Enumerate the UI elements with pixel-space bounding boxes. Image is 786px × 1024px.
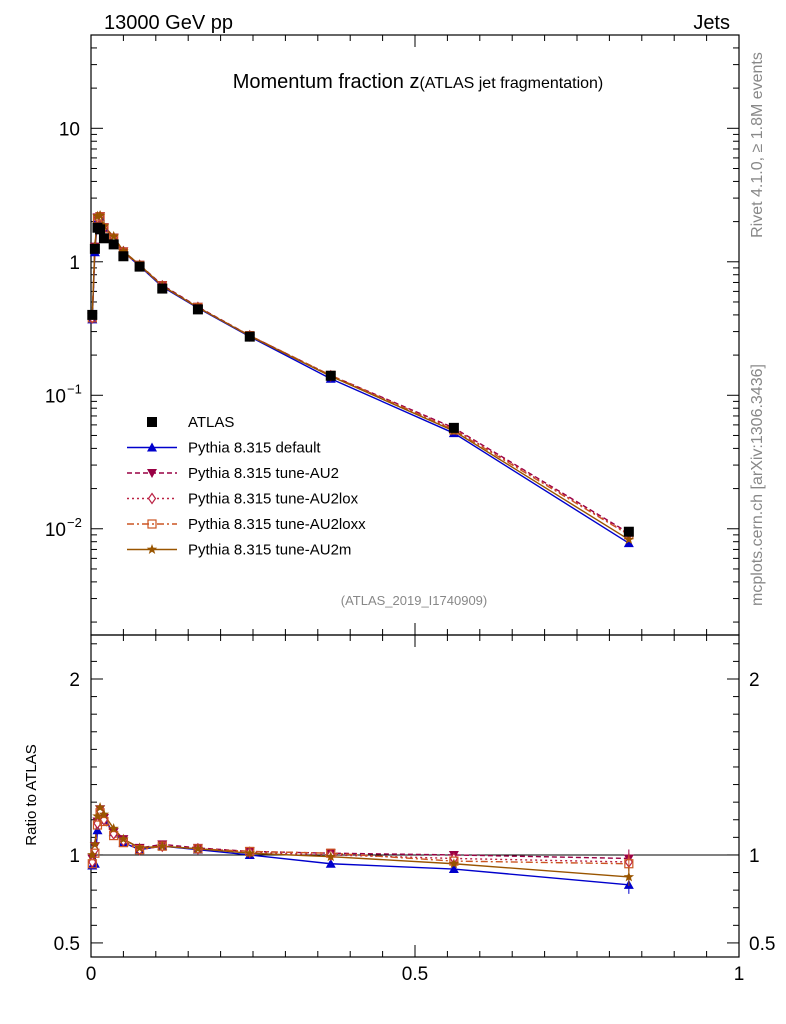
ratio-y-tick-label-left: 0.5 [54, 934, 80, 955]
main-y-tick-label: 1 [69, 253, 80, 274]
series-line [91, 215, 630, 534]
atlas-data-point [134, 261, 145, 272]
legend-marker [147, 469, 157, 478]
main-y-tick-exponent: −1 [67, 381, 82, 396]
header-right: Jets [693, 12, 730, 34]
rivet-label: Rivet 4.1.0, ≥ 1.8M events [749, 52, 766, 238]
series-line [91, 214, 630, 541]
series-line [91, 215, 630, 536]
main-y-tick-label: 10 [59, 119, 80, 140]
ratio-axis-ticks [90, 635, 740, 957]
atlas-data-point [448, 422, 459, 433]
ratio-plot-panel: 0.5 0.51 12 2 0 0.5 1 Ratio to ATLAS [23, 634, 776, 985]
main-series-group [87, 210, 635, 548]
ratio-y-tick-label-left: 2 [69, 670, 80, 691]
ratio-y-tick-label-right: 0.5 [749, 934, 775, 955]
x-tick-label: 1 [734, 964, 745, 985]
ratio-series-marker [98, 808, 110, 819]
ratio-series-marker [134, 842, 145, 853]
legend-label: Pythia 8.315 tune-AU2 [188, 465, 339, 482]
ratio-series-marker [118, 833, 129, 844]
legend-marker [147, 417, 157, 427]
plot-title: Momentum fraction z(ATLAS jet fragmentat… [233, 71, 604, 93]
atlas-data-point [89, 243, 100, 254]
analysis-watermark: (ATLAS_2019_I1740909) [341, 593, 487, 608]
ratio-series-group [87, 801, 635, 894]
ratio-series-marker [109, 830, 119, 841]
ratio-series-marker [244, 847, 255, 858]
ratio-series-line [91, 808, 629, 863]
ratio-plot-frame [90, 634, 740, 958]
ratio-series-marker [157, 840, 168, 851]
series-marker [118, 245, 129, 256]
ratio-series-marker [108, 823, 119, 833]
atlas-data-point [95, 224, 106, 235]
ratio-series-marker [448, 864, 459, 874]
x-tick-label: 0.5 [402, 964, 428, 985]
atlas-data-point [623, 526, 634, 537]
series-marker [108, 230, 119, 241]
ratio-y-tick-label-left: 1 [69, 846, 80, 867]
legend-marker [147, 442, 157, 452]
ratio-series-marker [92, 825, 103, 835]
series-marker [623, 534, 635, 545]
ratio-series-marker [325, 851, 336, 862]
ratio-y-tick-labels: 0.5 0.5 1 1 2 2 [54, 670, 776, 955]
ratio-ylabel: Ratio to ATLAS [23, 744, 40, 845]
legend-marker [147, 492, 157, 505]
legend-marker [147, 519, 157, 529]
ratio-series-marker [87, 859, 97, 869]
atlas-data-point [87, 309, 98, 320]
header-left: 13000 GeV pp [104, 12, 233, 34]
ratio-series-line [91, 812, 629, 886]
atlas-data-point [244, 331, 255, 342]
legend: ATLAS Pythia 8.315 default Pythia 8.315 tu… [127, 414, 366, 559]
atlas-data-point [98, 233, 109, 244]
legend-label: ATLAS [188, 414, 234, 431]
legend-label: Pythia 8.315 tune-AU2m [188, 542, 351, 559]
legend-marker [146, 544, 158, 554]
series-line [91, 216, 630, 544]
ratio-series-marker [192, 843, 204, 854]
mcplots-label: mcplots.cern.ch [arXiv:1306.3436] [749, 364, 766, 606]
legend-label: Pythia 8.315 tune-AU2loxx [188, 516, 366, 533]
ratio-series-marker [89, 838, 101, 849]
legend-label: Pythia 8.315 tune-AU2lox [188, 491, 359, 508]
main-y-tick-exponent: −2 [67, 515, 82, 530]
x-tick-label: 0 [86, 964, 97, 985]
x-tick-labels: 0 0.5 1 [86, 964, 745, 985]
atlas-data-point [157, 283, 168, 294]
ratio-series-marker [87, 849, 98, 860]
ratio-series-marker [92, 810, 103, 821]
ratio-series-marker [94, 801, 106, 812]
main-y-tick-label: 10 [45, 520, 66, 541]
atlas-data-point [192, 304, 203, 315]
atlas-data-point [325, 370, 336, 381]
ratio-y-tick-label-right: 1 [749, 846, 760, 867]
main-axis-ticks [90, 34, 740, 635]
ratio-series-marker [624, 859, 634, 869]
atlas-data-point [108, 239, 119, 250]
ratio-series-line [91, 805, 629, 878]
series-marker [623, 538, 634, 548]
ratio-series-marker [325, 858, 336, 868]
ratio-y-tick-label-right: 2 [749, 670, 760, 691]
ratio-series-marker [448, 858, 460, 869]
series-marker [94, 210, 106, 221]
ratio-series-line [91, 806, 629, 860]
legend-label: Pythia 8.315 default [188, 440, 321, 457]
atlas-data-point [118, 251, 129, 262]
ratio-series-marker [99, 816, 109, 827]
main-y-tick-label: 10 [45, 386, 66, 407]
ratio-series-marker [623, 871, 635, 882]
